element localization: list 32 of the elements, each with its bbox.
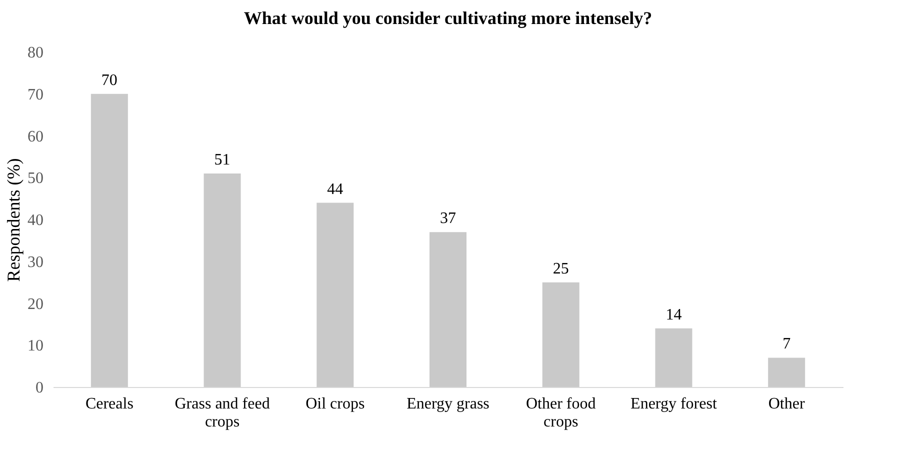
data-label: 37 <box>440 210 456 228</box>
y-tick-label: 60 <box>28 128 44 146</box>
y-tick-label: 40 <box>28 212 44 229</box>
data-label: 44 <box>327 180 344 198</box>
bar <box>542 282 580 387</box>
y-axis-title: Respondents (%) <box>4 158 24 282</box>
y-tick-label: 30 <box>28 254 44 271</box>
chart-title: What would you consider cultivating more intensely? <box>244 8 652 28</box>
y-tick-label: 20 <box>28 296 44 313</box>
x-tick-label: Other food crops <box>526 396 596 430</box>
y-tick-label: 70 <box>28 86 44 104</box>
data-label: 14 <box>666 306 682 324</box>
bar <box>204 173 241 387</box>
bar <box>655 328 692 387</box>
bar <box>430 232 466 387</box>
x-tick-label: Grass and feed crops <box>174 396 270 430</box>
x-tick-label: Energy grass <box>406 396 490 412</box>
bar <box>768 358 806 387</box>
data-label: 51 <box>214 151 230 168</box>
x-tick-label: Cereals <box>85 396 134 412</box>
data-label: 25 <box>552 260 569 278</box>
y-tick-label: 50 <box>28 170 44 188</box>
x-tick-label: Energy forest <box>630 396 718 412</box>
data-label: 7 <box>782 336 791 353</box>
data-label: 70 <box>101 72 118 89</box>
y-tick-label: 80 <box>28 44 44 62</box>
x-tick-label: Oil crops <box>306 396 365 412</box>
y-tick-label: 0 <box>36 380 44 396</box>
bar <box>90 94 128 387</box>
bar <box>316 202 354 387</box>
y-tick-label: 10 <box>28 338 44 355</box>
x-tick-label: Other <box>768 396 806 412</box>
